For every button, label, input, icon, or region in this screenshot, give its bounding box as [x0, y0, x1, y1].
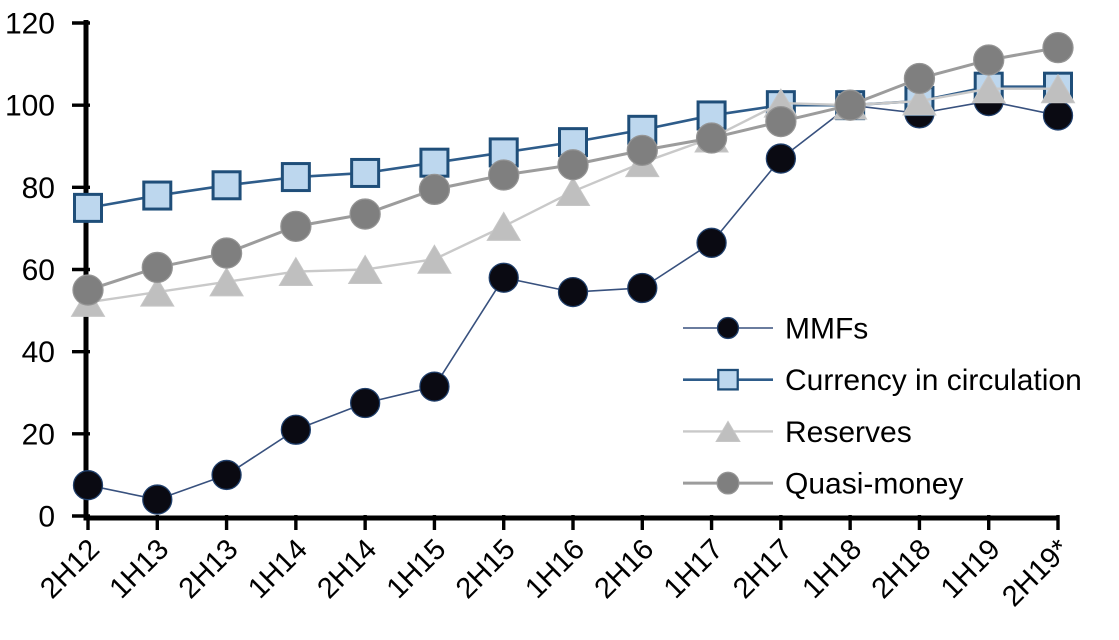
data-point-marker: [73, 192, 103, 223]
x-tick-label: 1H15: [381, 533, 453, 605]
x-tick-label: 2H18: [866, 533, 938, 605]
x-tick-label: 2H19*: [996, 533, 1076, 613]
y-tick-label: 20: [22, 418, 55, 451]
data-point-marker: [765, 143, 797, 174]
data-point-marker: [72, 274, 104, 306]
data-point-marker: [696, 227, 727, 258]
data-point-marker: [626, 134, 658, 167]
data-point-marker: [486, 211, 522, 241]
data-point-marker: [557, 276, 589, 308]
data-point-marker: [715, 420, 741, 442]
x-tick-label: 1H17: [658, 533, 730, 605]
legend-item-quasi-money: Quasi-money: [683, 468, 963, 501]
legend-label: Reserves: [785, 416, 912, 449]
data-point-marker: [488, 159, 520, 191]
data-point-marker: [139, 277, 175, 307]
data-point-marker: [419, 371, 450, 402]
legend-label: MMFs: [785, 313, 868, 346]
data-point-marker: [350, 157, 381, 188]
data-point-marker: [1040, 73, 1076, 104]
data-point-marker: [280, 210, 312, 243]
data-point-marker: [903, 62, 936, 95]
data-point-marker: [488, 137, 519, 168]
legend: MMFs Currency in circulation Reserves Quasi…: [683, 313, 1082, 501]
data-point-marker: [211, 459, 242, 491]
data-point-marker: [72, 470, 104, 501]
data-point-marker: [1042, 32, 1074, 64]
data-point-marker: [1042, 100, 1074, 131]
series-quasi-money: [72, 32, 1074, 306]
x-tick-label: 1H18: [796, 533, 868, 605]
data-point-marker: [627, 272, 658, 304]
x-tick-label: 2H12: [34, 533, 106, 605]
data-point-marker: [209, 266, 244, 297]
data-point-marker: [695, 122, 728, 154]
legend-item-mmfs: MMFs: [683, 313, 868, 346]
data-point-marker: [716, 316, 740, 340]
y-tick-label: 40: [22, 336, 55, 369]
x-tick-label: 2H14: [311, 533, 383, 605]
legend-item-reserves: Reserves: [683, 416, 912, 449]
data-point-marker: [417, 244, 452, 274]
data-point-marker: [347, 254, 383, 284]
x-tick-label: 2H17: [727, 533, 799, 605]
y-tick-label: 0: [38, 501, 55, 534]
x-tick-label: 2H13: [173, 533, 245, 605]
data-point-marker: [142, 484, 173, 515]
y-tick-label: 120: [5, 8, 55, 41]
x-tick-label: 2H16: [589, 533, 661, 605]
data-point-marker: [419, 147, 450, 178]
x-tick-label: 1H14: [242, 533, 314, 605]
data-point-marker: [141, 251, 173, 284]
legend-item-currency-in-circulation: Currency in circulation: [683, 364, 1082, 397]
data-point-marker: [349, 198, 381, 230]
data-point-marker: [902, 86, 937, 116]
data-point-marker: [716, 471, 740, 495]
data-point-marker: [717, 368, 739, 391]
data-point-marker: [765, 105, 797, 138]
x-tick-label: 1H16: [519, 533, 591, 605]
legend-label: Currency in circulation: [785, 364, 1082, 397]
data-point-marker: [973, 44, 1005, 76]
data-point-marker: [488, 262, 519, 293]
y-tick-label: 60: [22, 254, 55, 287]
x-tick-label: 2H15: [450, 533, 522, 605]
x-tick-label: 1H19: [935, 533, 1007, 605]
data-point-marker: [971, 73, 1007, 104]
y-tick-label: 100: [5, 90, 55, 123]
data-point-marker: [555, 176, 591, 206]
data-point-marker: [211, 170, 242, 201]
data-point-marker: [142, 180, 173, 211]
x-tick-label: 1H13: [104, 533, 176, 605]
legend-label: Quasi-money: [785, 468, 963, 501]
data-point-marker: [280, 162, 311, 193]
data-point-marker: [834, 89, 866, 121]
y-tick-label: 80: [22, 172, 55, 205]
data-point-marker: [210, 237, 243, 269]
data-point-marker: [418, 173, 451, 206]
data-point-marker: [278, 256, 314, 287]
data-point-marker: [349, 387, 381, 419]
data-point-marker: [557, 149, 589, 181]
data-point-marker: [280, 414, 312, 445]
